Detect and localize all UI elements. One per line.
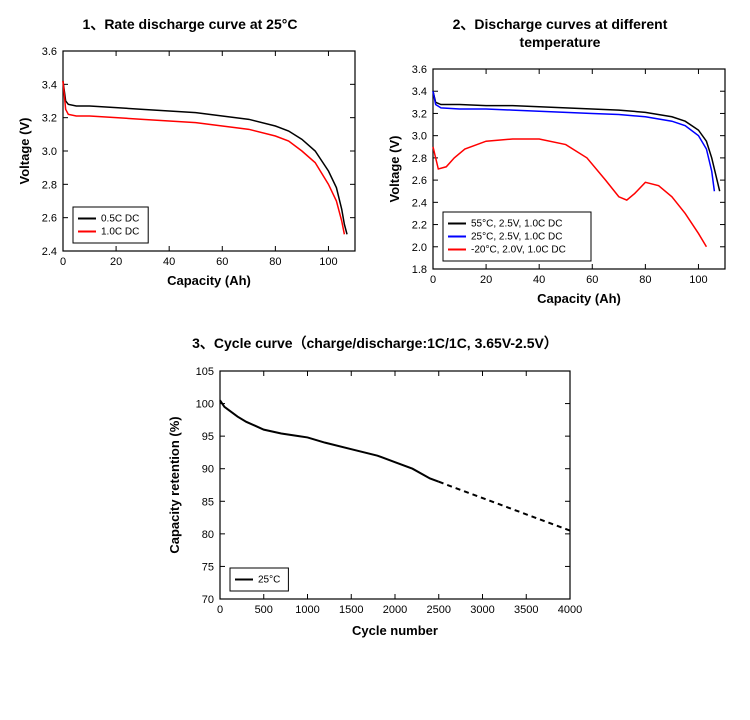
chart-2-container: 2、Discharge curves at different temperat… <box>385 15 735 309</box>
chart-1-title: 1、Rate discharge curve at 25°C <box>83 15 298 33</box>
svg-text:60: 60 <box>216 256 228 268</box>
svg-text:80: 80 <box>639 274 651 286</box>
svg-text:3.6: 3.6 <box>42 46 57 58</box>
svg-text:0.5C DC: 0.5C DC <box>101 214 139 225</box>
svg-text:2000: 2000 <box>383 604 407 616</box>
svg-text:1.0C DC: 1.0C DC <box>101 227 139 238</box>
svg-text:40: 40 <box>533 274 545 286</box>
svg-text:40: 40 <box>163 256 175 268</box>
svg-text:500: 500 <box>255 604 273 616</box>
svg-text:3500: 3500 <box>514 604 538 616</box>
chart-3-title: 3、Cycle curve（charge/discharge:1C/1C, 3.… <box>192 334 558 352</box>
svg-text:3.4: 3.4 <box>42 80 57 92</box>
svg-text:25°C: 25°C <box>258 574 280 585</box>
svg-text:Capacity (Ah): Capacity (Ah) <box>537 291 621 306</box>
svg-text:Capacity retention (%): Capacity retention (%) <box>167 416 182 553</box>
svg-text:2500: 2500 <box>427 604 451 616</box>
svg-text:2.0: 2.0 <box>412 242 427 254</box>
svg-text:25°C, 2.5V, 1.0C DC: 25°C, 2.5V, 1.0C DC <box>471 232 562 243</box>
svg-text:3.0: 3.0 <box>42 146 57 158</box>
svg-text:80: 80 <box>202 528 214 540</box>
svg-text:3.2: 3.2 <box>412 109 427 121</box>
chart-2-title: 2、Discharge curves at different temperat… <box>453 15 668 51</box>
svg-text:75: 75 <box>202 561 214 573</box>
svg-text:-20°C, 2.0V, 1.0C DC: -20°C, 2.0V, 1.0C DC <box>471 245 566 256</box>
svg-text:80: 80 <box>269 256 281 268</box>
svg-text:2.8: 2.8 <box>42 180 57 192</box>
svg-text:2.8: 2.8 <box>412 153 427 165</box>
svg-text:2.6: 2.6 <box>412 175 427 187</box>
svg-text:1000: 1000 <box>295 604 319 616</box>
svg-text:105: 105 <box>196 366 214 378</box>
chart-2-svg: 0 20 40 60 80 100 1.8 2.0 2.2 2.4 2.6 2.8 3.0 3.2 3.4 3… <box>385 59 735 309</box>
svg-text:Voltage (V): Voltage (V) <box>387 136 402 203</box>
svg-text:4000: 4000 <box>558 604 582 616</box>
svg-text:55°C, 2.5V, 1.0C DC: 55°C, 2.5V, 1.0C DC <box>471 219 562 230</box>
svg-text:85: 85 <box>202 496 214 508</box>
svg-text:100: 100 <box>319 256 337 268</box>
svg-text:2.4: 2.4 <box>412 198 427 210</box>
svg-text:3000: 3000 <box>470 604 494 616</box>
svg-text:2.2: 2.2 <box>412 220 427 232</box>
svg-text:0: 0 <box>60 256 66 268</box>
svg-text:20: 20 <box>110 256 122 268</box>
svg-text:3.4: 3.4 <box>412 87 427 99</box>
chart-1-svg: 0 20 40 60 80 100 2.4 2.6 2.8 3.0 3.2 3.4 3.6 Capacit… <box>15 41 365 291</box>
svg-text:2.4: 2.4 <box>42 246 57 258</box>
svg-text:90: 90 <box>202 463 214 475</box>
chart-3-svg: 0 500 1000 1500 2000 2500 3000 3500 4000 70 75 80 85… <box>165 361 585 641</box>
svg-text:60: 60 <box>586 274 598 286</box>
svg-text:100: 100 <box>196 398 214 410</box>
svg-text:Capacity (Ah): Capacity (Ah) <box>167 273 251 288</box>
svg-text:0: 0 <box>217 604 223 616</box>
svg-text:1500: 1500 <box>339 604 363 616</box>
svg-text:Voltage (V): Voltage (V) <box>17 118 32 185</box>
svg-text:3.2: 3.2 <box>42 113 57 125</box>
svg-text:70: 70 <box>202 594 214 606</box>
chart-1-container: 1、Rate discharge curve at 25°C 0 20 40 60 80… <box>15 15 365 309</box>
svg-text:3.6: 3.6 <box>412 64 427 76</box>
svg-text:Cycle number: Cycle number <box>352 623 438 638</box>
svg-text:20: 20 <box>480 274 492 286</box>
svg-text:3.0: 3.0 <box>412 131 427 143</box>
svg-text:95: 95 <box>202 431 214 443</box>
svg-text:100: 100 <box>689 274 707 286</box>
svg-text:0: 0 <box>430 274 436 286</box>
chart-3-container: 3、Cycle curve（charge/discharge:1C/1C, 3.… <box>165 334 585 640</box>
svg-text:1.8: 1.8 <box>412 264 427 276</box>
svg-text:2.6: 2.6 <box>42 213 57 225</box>
